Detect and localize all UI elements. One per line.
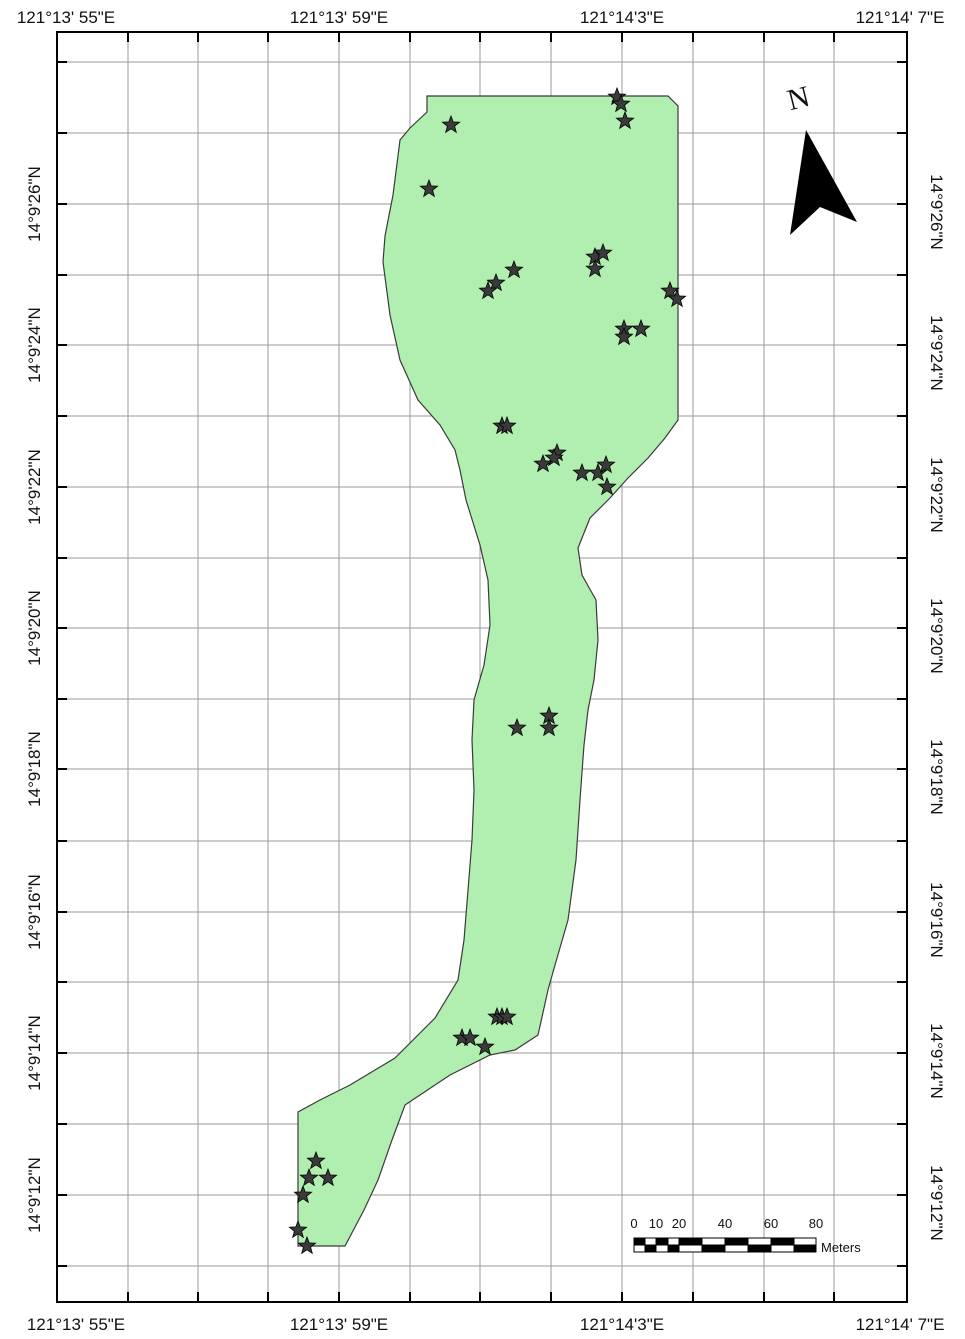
scale-tick-label: 0 [630, 1216, 637, 1231]
scale-bar-segment [793, 1237, 817, 1246]
scale-bar-segment [644, 1244, 657, 1253]
scale-bar-segment [667, 1237, 680, 1246]
star-icon [299, 1167, 319, 1187]
lat-label-right: 14°9'18"N [927, 739, 946, 815]
lat-label-left: 14°9'24"N [25, 307, 44, 383]
star-icon [596, 454, 616, 474]
lon-label-bottom: 121°13' 55"E [27, 1315, 125, 1334]
star-icon [585, 258, 605, 278]
scale-bar-segment [770, 1237, 795, 1246]
star-icon [486, 272, 506, 292]
star-icon [293, 1184, 313, 1204]
scale-bar-segment [724, 1237, 749, 1246]
lat-label-left: 14°9'16"N [25, 874, 44, 950]
scale-bar-segment [793, 1244, 817, 1253]
scale-bar-segment [724, 1244, 749, 1253]
star-icon [478, 280, 498, 300]
scale-bar-segment [747, 1237, 772, 1246]
star-icon [419, 178, 439, 198]
star-icon [544, 447, 564, 467]
lon-label-top: 121°14' 7"E [856, 8, 945, 27]
survey-points [288, 86, 687, 1255]
star-icon [441, 114, 461, 134]
scale-tick-label: 40 [718, 1216, 732, 1231]
star-icon [539, 717, 559, 737]
scale-bar: 0 10 20 40 60 80 Meters [630, 1216, 861, 1255]
lon-label-top: 121°13' 59"E [290, 8, 388, 27]
scale-bar-segment [655, 1244, 669, 1253]
scale-bar-segment [633, 1237, 646, 1246]
star-icon [318, 1167, 338, 1187]
scale-tick-label: 80 [809, 1216, 823, 1231]
star-icon [297, 1235, 317, 1255]
lat-label-left: 14°9'26"N [25, 166, 44, 242]
star-icon [288, 1219, 308, 1239]
scale-bar-segment [701, 1244, 726, 1253]
star-icon [615, 110, 635, 130]
lat-label-right: 14°9'20"N [927, 598, 946, 674]
scale-tick-label: 20 [672, 1216, 686, 1231]
scale-bar-blocks [633, 1237, 817, 1253]
lat-label-left: 14°9'14"N [25, 1015, 44, 1091]
lat-label-right: 14°9'14"N [927, 1023, 946, 1099]
star-icon [660, 280, 680, 300]
star-icon [611, 93, 631, 113]
lat-label-right: 14°9'24"N [927, 315, 946, 391]
star-icon [597, 476, 617, 496]
lat-label-left: 14°9'18"N [25, 731, 44, 807]
lon-label-bottom: 121°14' 7"E [856, 1315, 945, 1334]
scale-tick-label: 60 [764, 1216, 778, 1231]
scale-bar-segment [770, 1244, 795, 1253]
frame-ticks [56, 32, 908, 1302]
lon-label-bottom: 121°14'3"E [580, 1315, 664, 1334]
lat-label-left: 14°9'20"N [25, 590, 44, 666]
star-icon [460, 1027, 480, 1047]
lat-label-left: 14°9'12"N [25, 1157, 44, 1233]
scale-bar-segment [701, 1237, 726, 1246]
star-icon [572, 462, 592, 482]
scale-bar-segment [633, 1244, 646, 1253]
lat-label-right: 14°9'22"N [927, 457, 946, 533]
north-label: N [784, 80, 813, 117]
star-icon [614, 326, 634, 346]
scale-bar-segment [678, 1237, 703, 1246]
star-icon [533, 453, 553, 473]
star-icon [667, 288, 687, 308]
study-area-polygon [297, 95, 679, 1247]
star-icon [631, 318, 651, 338]
star-icon [504, 259, 524, 279]
star-icon [497, 415, 517, 435]
lon-label-top: 121°14'3"E [580, 8, 664, 27]
star-icon [507, 717, 527, 737]
map-frame [56, 31, 908, 1303]
lat-label-left: 14°9'22"N [25, 449, 44, 525]
scale-bar-segment [655, 1237, 669, 1246]
star-icon [497, 1006, 517, 1026]
scale-unit-label: Meters [821, 1240, 861, 1255]
scale-bar-segment [644, 1237, 657, 1246]
lat-label-right: 14°9'26"N [927, 174, 946, 250]
north-arrow-icon [790, 130, 857, 235]
north-arrow: N [784, 80, 857, 235]
scale-bar-segment [747, 1244, 772, 1253]
lat-label-right: 14°9'12"N [927, 1165, 946, 1241]
scale-bar-segment [678, 1244, 703, 1253]
lat-label-right: 14°9'16"N [927, 882, 946, 958]
scale-tick-label: 10 [649, 1216, 663, 1231]
star-icon [593, 242, 613, 262]
star-icon [475, 1036, 495, 1056]
lon-label-bottom: 121°13' 59"E [290, 1315, 388, 1334]
star-icon [306, 1150, 326, 1170]
lon-label-top: 121°13' 55"E [17, 8, 115, 27]
scale-bar-segment [667, 1244, 680, 1253]
